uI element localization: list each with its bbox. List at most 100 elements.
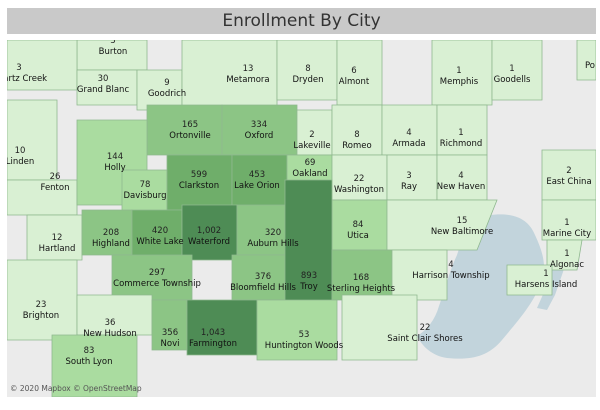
region-count-label: 13 <box>243 64 254 74</box>
region-count-label: 1 <box>509 64 514 74</box>
region-count-label: 30 <box>98 74 109 84</box>
chart-title-bar: Enrollment By City <box>7 8 596 34</box>
region-count-label: 3 <box>16 63 21 73</box>
region-city-label: Sterling Heights <box>327 284 396 294</box>
region-city-label: Hartland <box>39 244 76 254</box>
region-harrison-township[interactable] <box>391 249 448 301</box>
region-marine-city[interactable] <box>541 199 596 241</box>
region-count-label: 599 <box>191 170 207 180</box>
region-city-label: Novi <box>161 339 180 349</box>
region-count-label: 3 <box>406 171 411 181</box>
map-attribution: © 2020 Mapbox © OpenStreetMap <box>10 384 142 393</box>
region-count-label: 22 <box>420 323 431 333</box>
region-huntington-woods[interactable] <box>256 299 338 361</box>
region-count-label: 10 <box>15 146 26 156</box>
region-count-label: 165 <box>182 120 198 130</box>
region-count-label: 78 <box>140 180 151 190</box>
region-count-label: 208 <box>103 228 119 238</box>
region-count-label: 6 <box>351 66 356 76</box>
region-new-baltimore[interactable] <box>386 199 498 251</box>
region-count-label: 3 <box>110 40 115 46</box>
region-count-label: 297 <box>149 268 165 278</box>
region-city-label: Bloomfield Hills <box>230 283 296 293</box>
region-city-label: Fenton <box>41 183 70 193</box>
region-city-label: Algonac <box>550 260 584 270</box>
region-count-label: 2 <box>309 130 314 140</box>
region-south-lyon[interactable] <box>51 334 138 397</box>
region-count-label: 4 <box>448 260 453 270</box>
region-count-label: 84 <box>353 220 364 230</box>
region-memphis[interactable] <box>431 40 493 106</box>
chart-title: Enrollment By City <box>222 11 381 31</box>
region-count-label: 334 <box>251 120 267 130</box>
region-hartland[interactable] <box>26 214 83 261</box>
region-count-label: 1 <box>564 249 569 259</box>
region-count-label: 26 <box>50 172 61 182</box>
region-city-label: Memphis <box>440 77 479 87</box>
region-city-label: Armada <box>392 139 425 149</box>
region-count-label: 4 <box>406 128 411 138</box>
region-count-label: 893 <box>301 271 317 281</box>
region-count-label: 8 <box>305 64 310 74</box>
region-saint-clair-shores[interactable] <box>341 294 418 361</box>
region-count-label: 53 <box>299 330 310 340</box>
region-city-label: Burton <box>99 47 128 57</box>
region-po[interactable] <box>576 40 596 81</box>
region-city-label: New Haven <box>437 182 486 192</box>
region-city-label: New Hudson <box>83 329 136 339</box>
region-goodells[interactable] <box>491 40 543 101</box>
region-city-label: Saint Clair Shores <box>387 334 463 344</box>
region-city-label: Dryden <box>292 75 323 85</box>
region-almont[interactable] <box>336 40 383 106</box>
region-city-label: Holly <box>104 163 125 173</box>
region-count-label: 144 <box>107 152 123 162</box>
region-count-label: 9 <box>164 78 169 88</box>
region-count-label: 12 <box>52 233 63 243</box>
region-harsens-island[interactable] <box>506 264 553 296</box>
region-city-label: Goodrich <box>148 89 186 99</box>
region-city-label: Highland <box>92 239 130 249</box>
region-ray[interactable] <box>386 154 438 201</box>
region-city-label: Auburn Hills <box>247 239 299 249</box>
region-city-label: Troy <box>299 282 317 292</box>
region-count-label: 1,002 <box>197 226 221 236</box>
region-count-label: 15 <box>457 216 468 226</box>
region-city-label: Lake Orion <box>234 181 280 191</box>
region-city-label: Commerce Township <box>113 279 201 289</box>
region-count-label: 376 <box>255 272 271 282</box>
region-city-label: Romeo <box>342 141 371 151</box>
region-city-label: Davisburg <box>123 191 166 201</box>
region-count-label: 1,043 <box>201 328 225 338</box>
lake-st-clair <box>417 214 545 359</box>
region-count-label: 1 <box>458 128 463 138</box>
region-count-label: 22 <box>354 174 365 184</box>
region-city-label: East China <box>546 177 591 187</box>
region-city-label: Farmington <box>189 339 237 349</box>
region-city-label: Richmond <box>440 139 483 149</box>
region-east-china[interactable] <box>541 149 596 201</box>
region-city-label: Linden <box>7 157 34 167</box>
region-algonac[interactable] <box>546 239 583 271</box>
region-city-label: South Lyon <box>66 357 113 367</box>
region-ortonville[interactable] <box>146 104 223 156</box>
region-count-label: 1 <box>543 269 548 279</box>
region-city-label: Grand Blanc <box>77 85 130 95</box>
region-count-label: 1 <box>456 66 461 76</box>
region-count-label: 69 <box>305 158 316 168</box>
region-city-label: Goodells <box>494 75 531 85</box>
region-oxford[interactable] <box>221 104 298 156</box>
city-regions <box>7 40 596 397</box>
region-city-label: Harsens Island <box>515 280 578 290</box>
region-linden[interactable] <box>7 99 58 181</box>
region-city-label: Ray <box>401 182 417 192</box>
region-city-label: Huntington Woods <box>265 341 344 351</box>
region-count-label: 320 <box>265 228 281 238</box>
region-count-label: 1 <box>564 218 569 228</box>
region-count-label: 168 <box>353 273 369 283</box>
region-city-label: Po <box>585 61 595 71</box>
region-city-label: Utica <box>347 231 369 241</box>
region-city-label: Oxford <box>245 131 274 141</box>
region-city-label: Lakeville <box>293 141 330 151</box>
